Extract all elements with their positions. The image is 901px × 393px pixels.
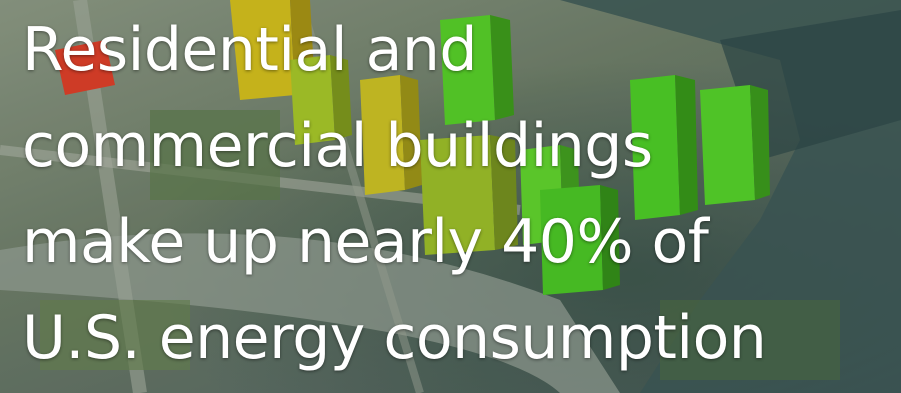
headline-line-1: Residential and bbox=[22, 15, 477, 85]
headline-line-4: U.S. energy consumption bbox=[22, 303, 767, 373]
headline-line-3: make up nearly 40% of bbox=[22, 207, 709, 277]
building-red bbox=[55, 40, 115, 95]
building-green-3 bbox=[630, 75, 698, 220]
building-green-1 bbox=[440, 15, 514, 125]
building-yellow-green-1 bbox=[290, 55, 352, 145]
building-yellow-green-2 bbox=[420, 135, 518, 255]
headline-line-2: commercial buildings bbox=[22, 111, 653, 181]
building-yellow-2 bbox=[360, 75, 422, 195]
building-green-5 bbox=[540, 185, 620, 295]
building-green-4 bbox=[700, 85, 770, 205]
headline-text: Residential and commercial buildings mak… bbox=[22, 2, 892, 386]
